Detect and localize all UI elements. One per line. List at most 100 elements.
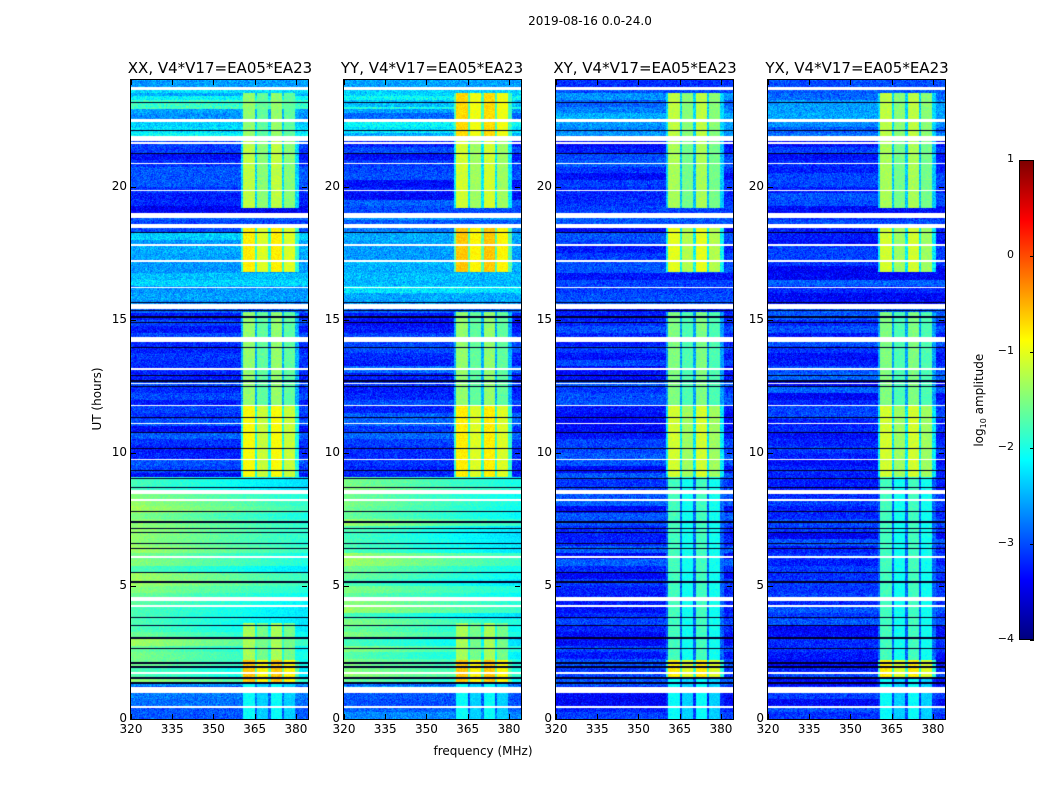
- x-tick-label: 380: [284, 722, 308, 736]
- y-tick-label: 15: [324, 311, 340, 326]
- y-tick: [302, 452, 307, 454]
- y-tick: [302, 719, 307, 720]
- x-tick-label: 350: [202, 722, 225, 736]
- figure-title: 2019-08-16 0.0-24.0: [528, 14, 652, 28]
- x-tick: [344, 714, 345, 719]
- heatmap-panel-yx: [767, 79, 946, 720]
- heatmap-panel-yy: [343, 79, 522, 720]
- y-tick: [939, 452, 944, 454]
- x-tick-label: 335: [160, 722, 184, 736]
- heatmap-xx: [131, 80, 308, 719]
- y-tick-label: 20: [324, 178, 340, 193]
- x-tick: [932, 714, 934, 719]
- colorbar: [1019, 160, 1034, 640]
- x-tick: [344, 80, 345, 85]
- y-tick: [939, 186, 944, 188]
- x-tick: [508, 80, 510, 85]
- y-tick-label: 5: [332, 577, 340, 592]
- y-tick: [727, 585, 732, 587]
- y-tick: [768, 186, 773, 188]
- x-tick: [426, 80, 428, 85]
- x-tick-label: 335: [797, 722, 821, 736]
- heatmap-yx: [768, 80, 945, 719]
- y-tick: [131, 719, 136, 720]
- panel-title-xx: XX, V4*V17=EA05*EA23: [127, 59, 313, 77]
- y-tick-label: 0: [756, 711, 764, 725]
- y-tick: [556, 585, 561, 587]
- x-tick: [385, 714, 387, 719]
- y-tick: [515, 585, 520, 587]
- y-tick-label: 5: [544, 577, 552, 592]
- x-tick: [131, 80, 132, 85]
- y-tick-label: 0: [332, 711, 340, 725]
- y-tick: [727, 319, 732, 321]
- panel-title-xy: XY, V4*V17=EA05*EA23: [553, 59, 737, 77]
- heatmap-panel-xy: [555, 79, 734, 720]
- y-tick: [768, 585, 773, 587]
- x-tick-label: 335: [585, 722, 609, 736]
- y-tick: [727, 186, 732, 188]
- x-tick: [597, 714, 599, 719]
- y-tick: [131, 585, 136, 587]
- x-tick: [850, 80, 852, 85]
- y-tick-label: 20: [536, 178, 552, 193]
- x-tick: [295, 80, 297, 85]
- x-tick: [891, 714, 893, 719]
- heatmap-panel-xx: [130, 79, 309, 720]
- colorbar-tick-label: 1: [1007, 152, 1014, 165]
- y-tick-label: 10: [324, 444, 340, 459]
- colorbar-tick: [1030, 160, 1034, 161]
- x-tick: [720, 714, 722, 719]
- x-tick: [720, 80, 722, 85]
- y-tick: [344, 719, 349, 720]
- panel-title-yy: YY, V4*V17=EA05*EA23: [340, 59, 524, 77]
- x-tick-label: 365: [456, 722, 480, 736]
- y-tick: [768, 452, 773, 454]
- x-tick: [556, 80, 557, 85]
- x-tick-label: 350: [415, 722, 438, 736]
- y-tick: [344, 319, 349, 321]
- colorbar-tick: [1030, 256, 1034, 257]
- x-tick: [254, 714, 256, 719]
- heatmap-yy: [344, 80, 521, 719]
- x-tick: [850, 714, 852, 719]
- y-tick: [727, 719, 732, 720]
- x-tick-label: 320: [119, 722, 143, 736]
- x-tick: [467, 80, 469, 85]
- x-tick: [131, 714, 132, 719]
- x-tick: [385, 80, 387, 85]
- x-tick: [295, 714, 297, 719]
- x-tick-label: 350: [839, 722, 862, 736]
- y-tick: [939, 719, 944, 720]
- x-tick: [891, 80, 893, 85]
- x-tick: [254, 80, 256, 85]
- x-tick: [172, 714, 174, 719]
- y-tick-label: 0: [544, 711, 552, 725]
- colorbar-tick-label: −4: [997, 632, 1014, 645]
- x-tick-label: 335: [373, 722, 397, 736]
- y-tick-label: 15: [111, 311, 127, 326]
- x-tick: [172, 80, 174, 85]
- x-tick: [809, 80, 811, 85]
- y-axis-label: UT (hours): [90, 367, 104, 431]
- panel-title-yx: YX, V4*V17=EA05*EA23: [765, 59, 949, 77]
- x-tick: [809, 714, 811, 719]
- y-tick-label: 15: [536, 311, 552, 326]
- colorbar-tick: [1030, 640, 1034, 641]
- colorbar-tick: [1030, 448, 1034, 449]
- x-tick-label: 380: [709, 722, 733, 736]
- colorbar-tick-label: −2: [997, 440, 1014, 453]
- x-tick: [508, 714, 510, 719]
- x-tick: [679, 80, 681, 85]
- y-tick: [344, 452, 349, 454]
- colorbar-tick-label: −1: [997, 344, 1014, 357]
- y-tick: [302, 319, 307, 321]
- y-tick: [939, 585, 944, 587]
- y-tick: [768, 319, 773, 321]
- y-tick: [344, 186, 349, 188]
- x-tick-label: 320: [756, 722, 780, 736]
- colorbar-tick: [1030, 352, 1034, 353]
- x-tick: [597, 80, 599, 85]
- y-tick: [344, 585, 349, 587]
- x-tick-label: 380: [921, 722, 945, 736]
